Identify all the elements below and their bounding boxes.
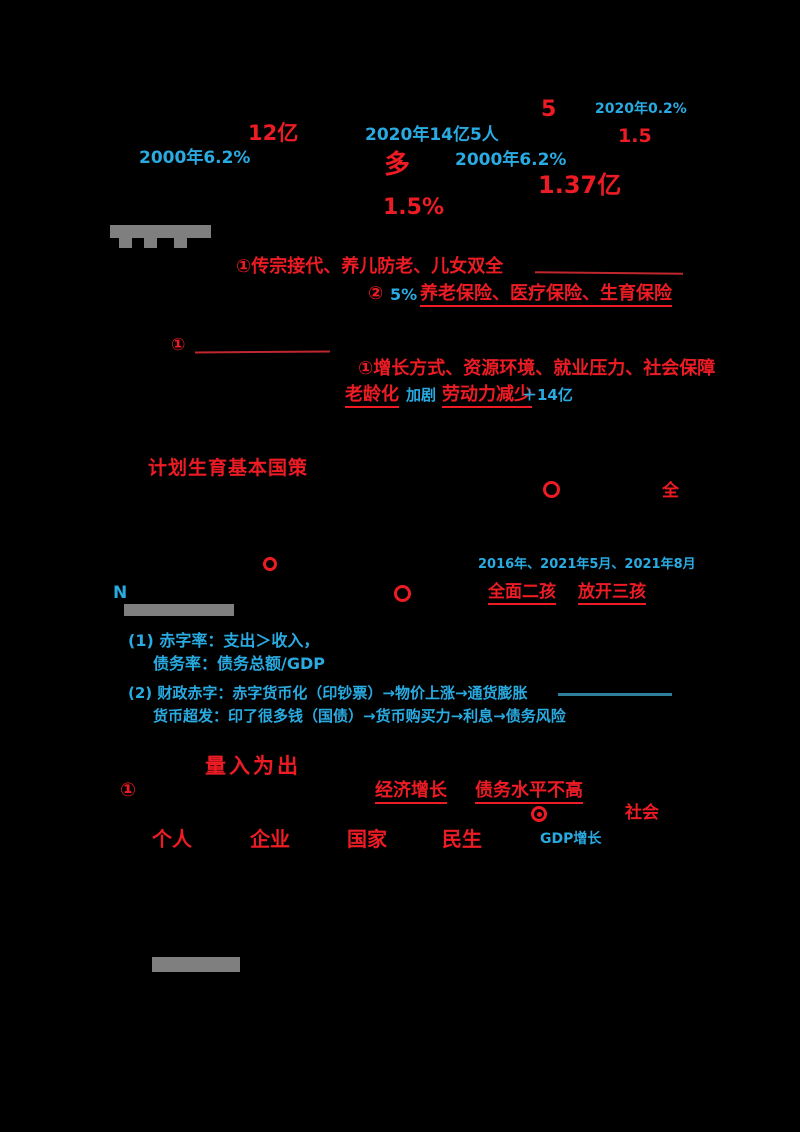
note-item1-line2: 债务率：债务总额/GDP <box>153 654 325 673</box>
stat-row3-red: 1.37亿 <box>538 171 622 199</box>
policy2-part1: 全面二孩 <box>488 583 556 605</box>
note-item2-line1: (2) 财政赤字：赤字货币化（印钞票）→物价上涨→通货膨胀 <box>128 684 528 702</box>
answer-line2-red: 养老保险、医疗保险、生育保险 <box>420 284 672 307</box>
bottom-blue-tag: GDP增长 <box>540 831 602 847</box>
policy-note: 计划生育基本国策 <box>148 457 309 479</box>
note-item1-line1: (1) 赤字率：支出＞收入， <box>128 631 320 650</box>
bottom-motto: 量入为出 <box>205 754 301 778</box>
answer-line4-red1: 老龄化 <box>345 385 399 408</box>
gray-highlight-heading <box>110 225 211 238</box>
stat-row2-blue-right: 2000年6.2% <box>455 150 567 170</box>
gray-highlight-tab <box>144 238 157 248</box>
bottom-word-4: 民生 <box>442 827 482 851</box>
bottom-phrase2: 债务水平不高 <box>475 781 583 804</box>
red-circle-mark <box>543 481 560 498</box>
red-circle-mark <box>394 585 411 602</box>
stat-row1-red: 12亿 <box>248 121 299 145</box>
gray-highlight-tab <box>119 238 132 248</box>
red-circle-dot-mark <box>531 806 547 822</box>
bottom-society: 社会 <box>625 803 659 823</box>
answer-line2-marker: ② <box>368 283 384 304</box>
answer-line4-blue2: ＋14亿 <box>522 386 573 404</box>
answer-line4-blue1: 加剧 <box>406 386 437 404</box>
stat-row2-red: 多 <box>384 150 411 180</box>
section2-marker: ① <box>171 335 186 355</box>
red-circle-mark <box>263 557 277 571</box>
circle-side-char: 全 <box>662 481 679 501</box>
stat-row1-blue: 2020年14亿5人 <box>365 125 499 145</box>
stat-top-right-blue: 2020年0.2% <box>595 101 687 117</box>
gray-redaction-block <box>152 957 240 972</box>
blue-underline <box>558 693 672 696</box>
policy2-part2: 放开三孩 <box>578 583 646 605</box>
bottom-phrase1: 经济增长 <box>375 781 447 804</box>
gray-highlight-line <box>124 604 234 616</box>
stat-row1-right-red: 1.5 <box>618 125 652 147</box>
bottom-word-2: 企业 <box>250 827 290 851</box>
answer-line4-red2: 劳动力减少 <box>442 385 532 408</box>
note-item2-line2: 货币超发：印了很多钱（国债）→货币购买力→利息→债务风险 <box>153 707 566 725</box>
answer-line2-blue: 5% <box>390 285 418 304</box>
red-fill-line <box>534 271 684 275</box>
blue-n-mark: N <box>113 583 128 603</box>
stat-row4-red: 1.5% <box>383 195 445 220</box>
stat-top-red: 5 <box>541 97 557 122</box>
stat-row2-blue-left: 2000年6.2% <box>139 148 251 168</box>
gray-highlight-tab <box>174 238 187 248</box>
bottom-word-3: 国家 <box>347 827 387 851</box>
answer-line1: ①传宗接代、养儿防老、儿女双全 <box>236 256 504 277</box>
bottom-word-1: 个人 <box>152 827 192 851</box>
red-fill-line <box>194 350 331 354</box>
policy-years: 2016年、2021年5月、2021年8月 <box>478 557 696 572</box>
bottom-circle1: ① <box>120 779 137 801</box>
answer-line3: ①增长方式、资源环境、就业压力、社会保障 <box>358 358 716 379</box>
